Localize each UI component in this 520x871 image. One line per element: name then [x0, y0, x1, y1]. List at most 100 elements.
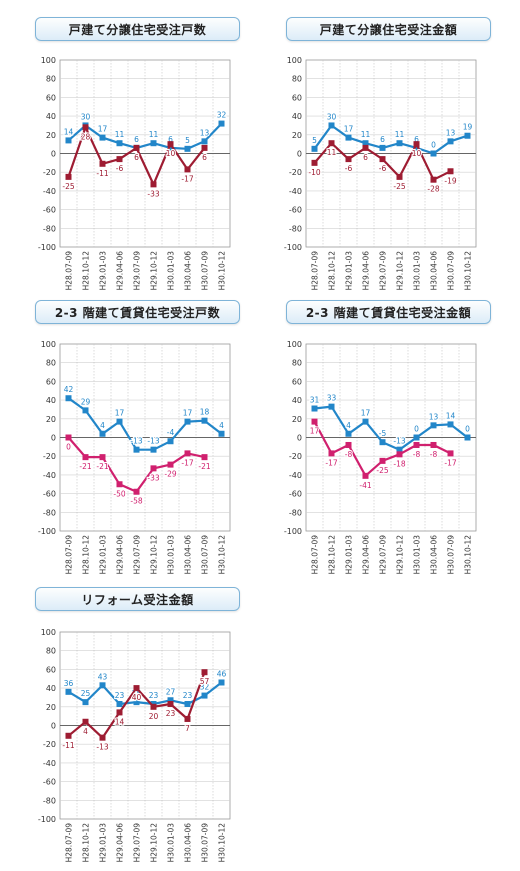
series-2-point [82, 718, 89, 725]
series-1-point [82, 407, 89, 414]
y-tick-label: -100 [38, 527, 56, 536]
y-tick-label: 0 [51, 150, 56, 159]
data-label: 0 [414, 425, 419, 434]
x-tick-label: H30.07-09 [201, 535, 210, 575]
data-label: -18 [393, 459, 405, 468]
data-label: 14 [115, 717, 125, 726]
y-tick-label: 0 [51, 434, 56, 443]
data-label: 11 [361, 130, 371, 139]
series-1-point [345, 134, 352, 141]
x-tick-label: H30.01-03 [413, 535, 422, 575]
x-tick-label: H30.10-12 [464, 535, 473, 575]
series-2-point [133, 488, 140, 495]
data-label: 0 [431, 141, 436, 150]
series-2-point [362, 144, 369, 151]
y-tick-label: -100 [284, 527, 302, 536]
series-2-point [150, 465, 157, 472]
series-2-point [150, 181, 157, 188]
data-label: 6 [363, 153, 368, 162]
data-label: 42 [64, 385, 74, 394]
data-label: -8 [430, 450, 438, 459]
data-label: 14 [446, 411, 456, 420]
data-label: 6 [414, 135, 419, 144]
series-2-point [328, 140, 335, 147]
series-1-point [150, 446, 157, 453]
series-1-point [116, 700, 123, 707]
series-1-point [328, 403, 335, 410]
data-label: 30 [81, 112, 91, 121]
series-2-point [362, 472, 369, 479]
series-line-1 [67, 397, 223, 451]
data-label: 27 [166, 687, 176, 696]
x-tick-label: H29.07-09 [133, 535, 142, 575]
x-tick-label: H28.10-12 [82, 535, 91, 575]
data-label: 13 [446, 128, 456, 137]
series-1-point [150, 140, 157, 147]
x-tick-label: H29.07-09 [379, 251, 388, 291]
data-label: 4 [346, 421, 351, 430]
data-label: 6 [134, 153, 139, 162]
series-2-point [116, 156, 123, 163]
chart-title-2: 戸建て分譲住宅受注金額 [286, 17, 491, 41]
y-tick-label: 60 [46, 665, 56, 674]
x-tick-label: H29.10-12 [396, 535, 405, 575]
y-tick-label: -20 [289, 168, 302, 177]
series-2-point [345, 156, 352, 163]
series-1-point [379, 439, 386, 446]
x-tick-label: H30.04-06 [184, 251, 193, 291]
data-label: 7 [185, 724, 190, 733]
x-tick-label: H28.07-09 [311, 251, 320, 291]
data-label: 36 [64, 679, 74, 688]
series-1-point [201, 692, 208, 699]
data-label: -21 [96, 462, 108, 471]
series-1-point [379, 144, 386, 151]
x-tick-label: H28.10-12 [82, 823, 91, 863]
series-2-point [413, 441, 420, 448]
data-label: 32 [200, 683, 210, 692]
y-tick-label: 80 [292, 75, 302, 84]
x-tick-label: H29.01-03 [99, 535, 108, 575]
y-tick-label: 60 [292, 93, 302, 102]
data-label: -17 [325, 458, 337, 467]
x-tick-label: H30.10-12 [464, 251, 473, 291]
data-label: -13 [96, 743, 108, 752]
data-label: -19 [444, 176, 456, 185]
x-tick-label: H29.07-09 [133, 823, 142, 863]
data-label: 23 [166, 709, 176, 718]
series-2-point [201, 669, 208, 676]
y-tick-label: 80 [46, 359, 56, 368]
y-tick-label: 0 [51, 722, 56, 731]
series-1-point [447, 138, 454, 145]
data-label: 5 [185, 136, 190, 145]
data-label: 11 [327, 148, 337, 157]
series-1-point [430, 150, 437, 157]
series-1-point [464, 132, 471, 139]
data-label: -41 [359, 481, 371, 490]
data-label: -25 [376, 466, 388, 475]
y-tick-label: -60 [43, 206, 56, 215]
series-1-point [99, 134, 106, 141]
data-label: 0 [66, 443, 71, 452]
y-tick-label: -80 [43, 224, 56, 233]
series-2-point [396, 173, 403, 180]
series-2-point [379, 156, 386, 163]
series-1-point [362, 418, 369, 425]
data-label: -21 [198, 462, 210, 471]
data-label: 17 [98, 125, 108, 134]
x-tick-label: H29.10-12 [150, 251, 159, 291]
series-2-point [201, 144, 208, 151]
series-1-point [65, 137, 72, 144]
x-tick-label: H30.01-03 [413, 251, 422, 291]
series-line-1 [67, 122, 223, 150]
y-tick-label: -60 [289, 206, 302, 215]
y-tick-label: -100 [38, 815, 56, 824]
data-label: -13 [393, 437, 405, 446]
series-1-point [464, 434, 471, 441]
series-1-point [430, 422, 437, 429]
data-label: 6 [134, 135, 139, 144]
series-1-point [167, 697, 174, 704]
data-label: 17 [361, 409, 371, 418]
data-label: 29 [81, 397, 91, 406]
data-label: -8 [413, 450, 421, 459]
